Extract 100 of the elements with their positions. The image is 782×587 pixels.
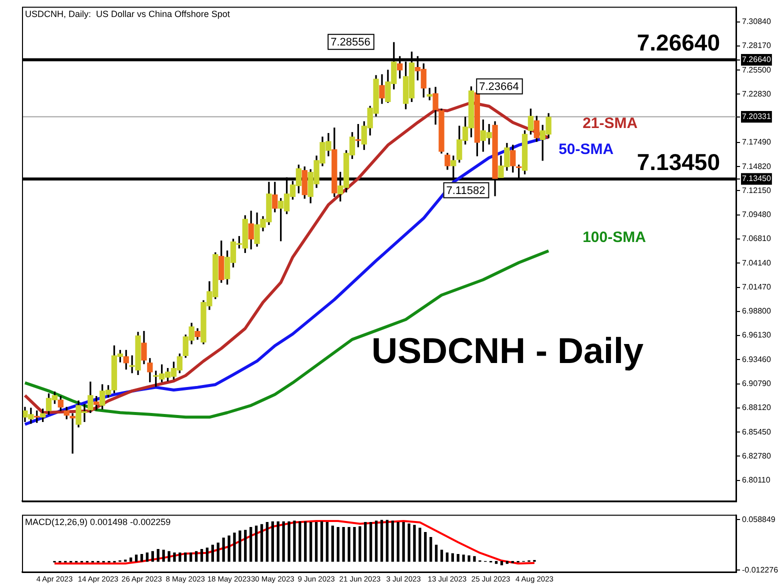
ref-line-label: 7.26640 bbox=[636, 30, 720, 56]
y-tick-label: 7.12150 bbox=[742, 186, 772, 195]
bar bbox=[374, 520, 378, 562]
bar bbox=[402, 522, 405, 562]
bar bbox=[194, 551, 198, 562]
bar bbox=[364, 522, 367, 562]
bar bbox=[386, 520, 389, 562]
bar bbox=[309, 522, 312, 562]
y-tick-label: 6.82780 bbox=[742, 451, 772, 460]
bar bbox=[434, 544, 438, 562]
bar bbox=[244, 530, 247, 562]
chart-title: USDCNH, Daily: US Dollar vs China Offshore Spot bbox=[25, 8, 230, 19]
bar bbox=[228, 536, 230, 562]
bar bbox=[146, 552, 149, 562]
bar bbox=[168, 551, 170, 562]
bar bbox=[184, 552, 187, 562]
y-tick-label: 6.85450 bbox=[742, 427, 772, 436]
bar bbox=[140, 554, 144, 562]
bar bbox=[506, 561, 509, 564]
bar bbox=[391, 520, 394, 562]
bar bbox=[266, 522, 269, 562]
bar bbox=[298, 521, 302, 562]
annotation: 7.23664 bbox=[479, 80, 519, 93]
y-tick-label: 7.09480 bbox=[742, 210, 772, 220]
bar bbox=[418, 528, 422, 562]
candlestick bbox=[70, 413, 76, 454]
bar bbox=[462, 554, 465, 562]
bar bbox=[254, 526, 258, 562]
bar bbox=[238, 530, 242, 562]
bar bbox=[216, 542, 220, 562]
bar bbox=[134, 554, 138, 562]
annotation: 7.28556 bbox=[330, 36, 370, 48]
bar bbox=[429, 536, 432, 562]
bar bbox=[271, 521, 274, 562]
y-tick-label: 7.25500 bbox=[742, 65, 772, 74]
bar bbox=[293, 520, 296, 562]
bar bbox=[206, 548, 209, 562]
bar bbox=[173, 552, 176, 562]
bar bbox=[326, 522, 329, 562]
bar bbox=[369, 522, 372, 562]
bar bbox=[358, 526, 362, 562]
y-tick-label: 7.04140 bbox=[742, 258, 772, 268]
bar bbox=[473, 556, 476, 562]
bar bbox=[222, 538, 225, 562]
y-tick-label: 6.88120 bbox=[742, 403, 772, 412]
text: 100-SMA bbox=[582, 228, 646, 246]
bar bbox=[451, 553, 454, 562]
bar bbox=[233, 532, 236, 562]
bar bbox=[190, 552, 192, 562]
bar bbox=[494, 561, 498, 564]
bar bbox=[211, 544, 214, 562]
bar bbox=[380, 520, 384, 562]
ref-line-label: 7.13450 bbox=[636, 148, 720, 175]
chart-title: MACD(12,26,9) 0.001498 -0.002259 bbox=[25, 516, 171, 527]
annotation: USDCNH - Daily bbox=[371, 330, 644, 371]
bar bbox=[314, 522, 318, 562]
y-tick-label: 7.28170 bbox=[742, 41, 772, 50]
y-tick-label: 6.96130 bbox=[742, 330, 772, 340]
bar bbox=[468, 555, 470, 562]
bar bbox=[342, 527, 345, 562]
bar bbox=[408, 523, 410, 562]
bar bbox=[336, 527, 340, 562]
series-label: 50-SMA bbox=[558, 141, 614, 158]
y-tick-label: -0.012276 bbox=[742, 565, 779, 574]
bar bbox=[200, 548, 204, 562]
y-tick-label: 0.058849 bbox=[742, 514, 776, 524]
bar bbox=[456, 554, 460, 562]
y-tick-label: 7.30840 bbox=[742, 17, 772, 26]
y-tick-label: 7.13450 bbox=[742, 174, 772, 184]
y-tick-label: 6.90790 bbox=[742, 378, 772, 388]
bar bbox=[162, 550, 165, 562]
bar bbox=[151, 551, 154, 562]
bar bbox=[249, 527, 252, 562]
y-tick-label: 6.98800 bbox=[742, 306, 772, 316]
y-tick-label: 7.26640 bbox=[742, 54, 772, 64]
bar bbox=[178, 552, 182, 562]
y-tick-label: 7.20331 bbox=[742, 112, 772, 121]
text: 21-SMA bbox=[582, 114, 638, 132]
bar bbox=[276, 521, 280, 562]
bar bbox=[282, 521, 285, 562]
y-tick-label: 7.01470 bbox=[742, 282, 772, 292]
bar bbox=[424, 532, 427, 562]
bar bbox=[353, 527, 356, 562]
bar bbox=[413, 524, 416, 562]
bar bbox=[320, 521, 324, 562]
bar bbox=[331, 526, 334, 562]
bar bbox=[446, 552, 449, 562]
bar bbox=[348, 527, 350, 562]
y-tick-label: 7.06810 bbox=[742, 234, 772, 244]
y-tick-label: 7.17490 bbox=[742, 138, 772, 147]
y-tick-label: 7.14820 bbox=[742, 162, 772, 171]
y-tick-label: 6.80110 bbox=[742, 476, 771, 485]
y-tick-label: 6.93460 bbox=[742, 354, 772, 364]
bar bbox=[304, 521, 307, 562]
bar bbox=[260, 524, 264, 562]
bar bbox=[396, 522, 400, 562]
annotation: 7.11582 bbox=[446, 184, 486, 197]
y-tick-label: 7.22830 bbox=[742, 89, 772, 98]
bar bbox=[440, 550, 444, 562]
candlestick bbox=[426, 88, 432, 100]
